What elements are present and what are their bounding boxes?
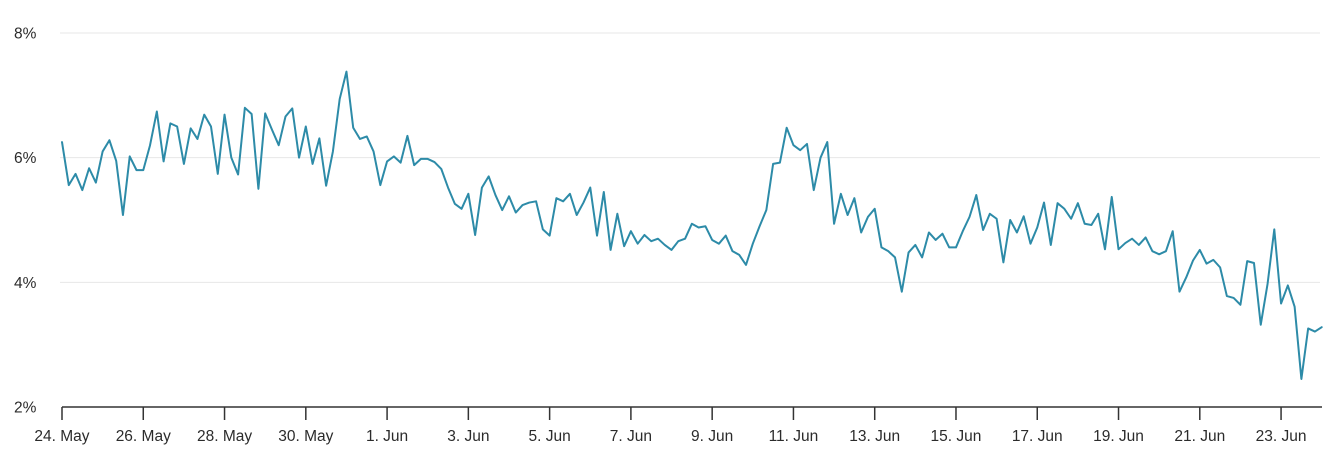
x-axis-label: 26. May — [116, 428, 171, 445]
x-axis-label: 24. May — [34, 428, 89, 445]
x-axis-label: 30. May — [278, 428, 333, 445]
x-axis-label: 23. Jun — [1256, 428, 1307, 445]
y-axis-label: 2% — [14, 400, 37, 417]
x-axis-label: 1. Jun — [366, 428, 408, 445]
x-axis-label: 19. Jun — [1093, 428, 1144, 445]
x-axis-label: 5. Jun — [529, 428, 571, 445]
x-axis-label: 21. Jun — [1174, 428, 1225, 445]
y-axis-label: 4% — [14, 275, 37, 292]
y-axis-label: 8% — [14, 26, 37, 43]
x-axis-label: 9. Jun — [691, 428, 733, 445]
x-axis-label: 3. Jun — [447, 428, 489, 445]
data-series-line[interactable] — [61, 70, 1323, 380]
x-axis-label: 15. Jun — [931, 428, 982, 445]
x-axis-label: 28. May — [197, 428, 252, 445]
x-axis-label: 13. Jun — [849, 428, 900, 445]
y-axis-label: 6% — [14, 150, 37, 167]
x-axis-label: 7. Jun — [610, 428, 652, 445]
x-axis-label: 11. Jun — [769, 428, 819, 445]
x-axis-label: 17. Jun — [1012, 428, 1063, 445]
